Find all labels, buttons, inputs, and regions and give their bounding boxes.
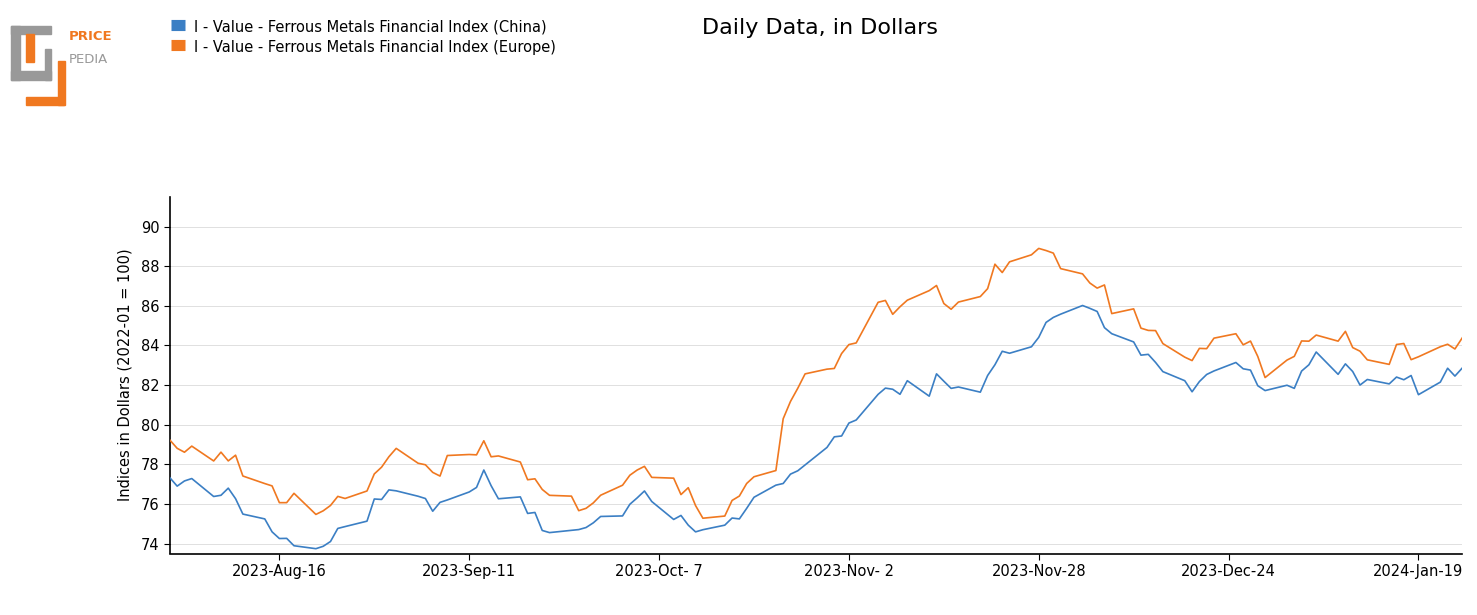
Y-axis label: Indices in Dollars (2022-01 = 100): Indices in Dollars (2022-01 = 100)	[118, 249, 133, 501]
Text: Daily Data, in Dollars: Daily Data, in Dollars	[702, 18, 938, 39]
Bar	[12, 26, 21, 80]
Text: PRICE: PRICE	[69, 30, 112, 44]
Bar	[27, 34, 34, 62]
Legend: I - Value - Ferrous Metals Financial Index (China), I - Value - Ferrous Metals F: I - Value - Ferrous Metals Financial Ind…	[171, 18, 555, 55]
Bar	[27, 97, 64, 105]
Bar	[12, 26, 52, 34]
Bar	[58, 62, 65, 105]
Bar	[44, 49, 52, 80]
Bar	[12, 71, 52, 80]
Text: PEDIA: PEDIA	[69, 52, 108, 66]
